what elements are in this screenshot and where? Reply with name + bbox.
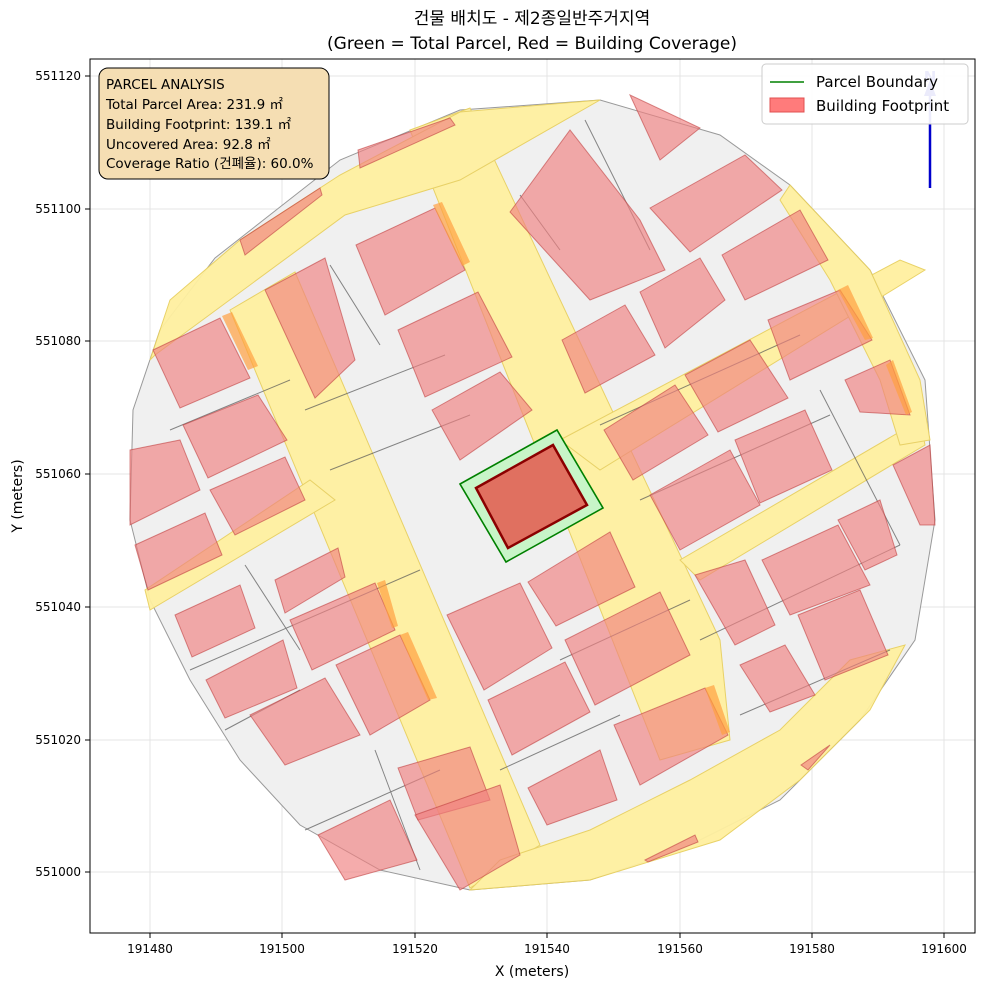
lot-line [819, 389, 901, 546]
footprint [431, 371, 533, 461]
footprint [355, 207, 466, 316]
y-tick-label: 551060 [35, 467, 81, 481]
legend: Parcel Boundary Building Footprint [761, 63, 969, 125]
footprint [397, 291, 513, 398]
x-tick-label: 191580 [789, 942, 835, 956]
footprint [129, 439, 201, 526]
x-axis-label: X (meters) [495, 964, 569, 980]
building-footprints [129, 93, 936, 891]
footprint [357, 117, 456, 169]
info-uncovered-area: Uncovered Area: 92.8 ㎡ [106, 137, 271, 153]
footprint [800, 744, 831, 771]
legend-building-label: Building Footprint [816, 97, 949, 115]
road-southeast-band [679, 419, 926, 581]
info-building-footprint: Building Footprint: 139.1 ㎡ [106, 117, 292, 133]
footprint [649, 449, 761, 551]
footprint [182, 394, 288, 479]
footprint [174, 584, 256, 658]
lot-line [499, 714, 621, 771]
overlap-accent [705, 685, 730, 735]
overlap-accents [222, 202, 912, 735]
overlap-accent [377, 580, 398, 628]
y-axis: 551000 551020 551040 551060 551080 55110… [10, 69, 90, 879]
footprint [527, 531, 636, 627]
chart-title: 건물 배치도 - 제2종일반주거지역 [414, 9, 650, 29]
info-box-bg [98, 67, 330, 180]
footprint [446, 582, 553, 691]
overlap-accent [400, 632, 437, 700]
footprint [649, 154, 783, 253]
legend-parcel-label: Parcel Boundary [816, 73, 938, 91]
info-coverage-ratio: Coverage Ratio (건폐율): 60.0% [106, 156, 314, 172]
footprint [527, 749, 618, 826]
chart-subtitle: (Green = Total Parcel, Red = Building Co… [327, 34, 737, 54]
footprint [684, 339, 789, 433]
lot-line [329, 264, 381, 346]
y-tick-label: 551000 [35, 865, 81, 879]
overlap-accent [886, 360, 912, 415]
footprint [734, 409, 833, 504]
building-coverage [474, 443, 589, 550]
footprint [335, 634, 431, 736]
x-tick-label: 191520 [392, 942, 438, 956]
footprint [761, 524, 871, 616]
footprint [487, 661, 591, 756]
y-tick-label: 551020 [35, 733, 81, 747]
footprint [694, 559, 776, 646]
footprint [797, 589, 889, 681]
footprint [603, 384, 709, 481]
lot-line [244, 564, 301, 651]
x-tick-label: 191480 [127, 942, 173, 956]
footprint [239, 187, 323, 256]
footprint [837, 499, 898, 571]
parcel-analysis-box: PARCEL ANALYSIS Total Parcel Area: 231.9… [98, 67, 330, 180]
footprint [205, 639, 298, 719]
footprint [644, 834, 699, 863]
footprint [613, 687, 729, 786]
footprint [264, 257, 356, 399]
footprint [509, 129, 666, 301]
y-tick-label: 551040 [35, 600, 81, 614]
y-tick-label: 551100 [35, 202, 81, 216]
info-total-parcel-area: Total Parcel Area: 231.9 ㎡ [105, 97, 283, 113]
footprint [249, 677, 361, 766]
footprint [134, 512, 223, 591]
overlap-accent [222, 312, 258, 370]
legend-box [761, 63, 969, 125]
overlap-accent [433, 202, 470, 266]
footprint [414, 784, 521, 891]
axes-frame [89, 58, 976, 934]
x-tick-label: 191560 [657, 942, 703, 956]
overlap-accent [838, 285, 873, 340]
footprint [289, 582, 396, 671]
y-tick-label: 551120 [35, 69, 81, 83]
x-tick-label: 191540 [524, 942, 570, 956]
footprint [317, 799, 418, 881]
x-tick-label: 191600 [921, 942, 967, 956]
x-tick-label: 191500 [259, 942, 305, 956]
footprint [152, 317, 251, 409]
footprint [628, 93, 701, 161]
footprint [767, 289, 873, 381]
footprint [739, 644, 816, 713]
footprint [564, 591, 691, 706]
footprint [721, 209, 829, 301]
footprint [892, 444, 936, 526]
footprint [209, 456, 306, 536]
road-northwest-band [149, 99, 601, 361]
y-axis-label: Y (meters) [10, 459, 26, 533]
info-heading: PARCEL ANALYSIS [106, 77, 225, 93]
footprint [561, 304, 656, 394]
x-axis: 191480 191500 191520 191540 191560 19158… [127, 933, 967, 980]
legend-building-swatch [769, 97, 805, 113]
footprint [274, 547, 346, 614]
footprint [639, 257, 726, 349]
y-tick-label: 551080 [35, 334, 81, 348]
